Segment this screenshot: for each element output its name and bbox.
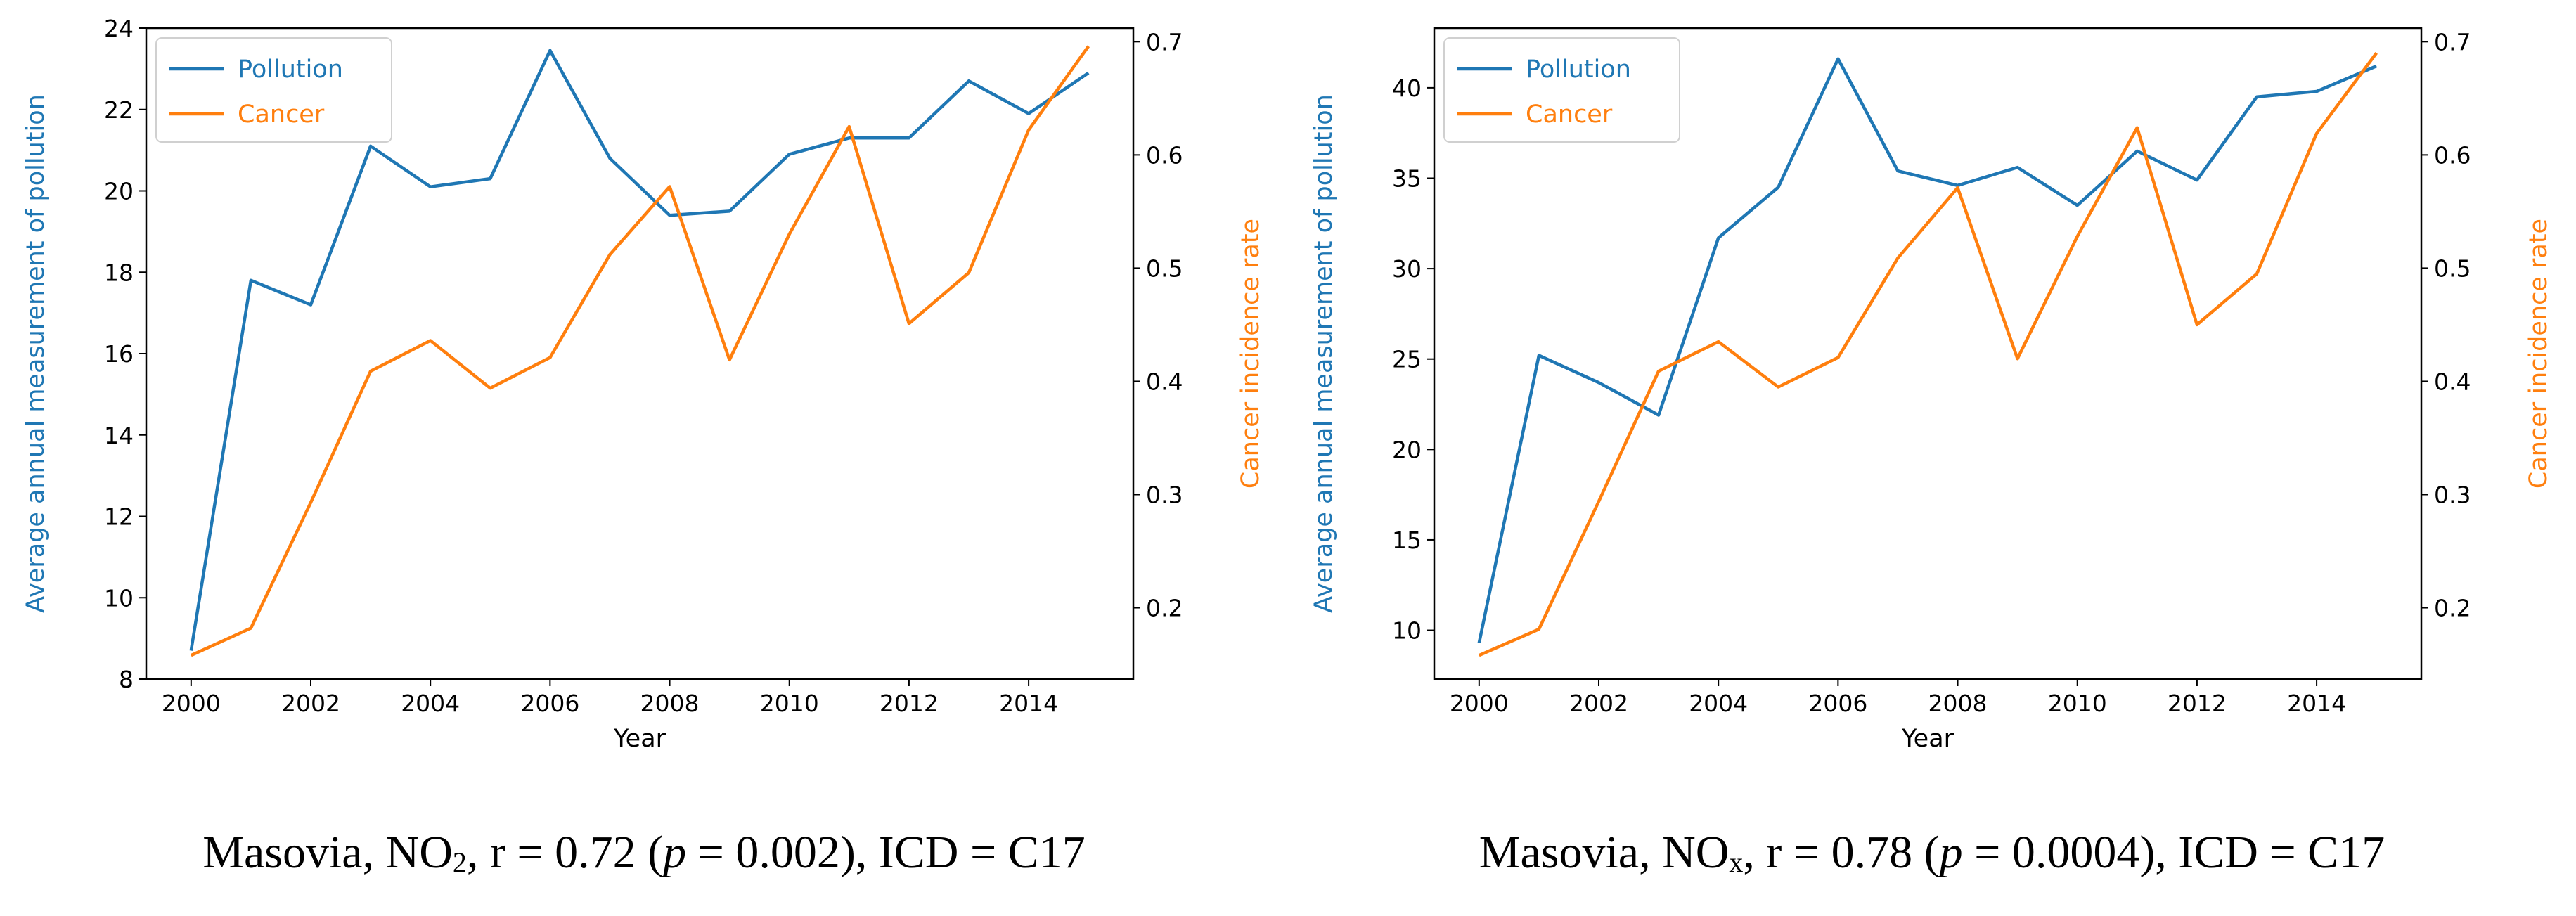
y-left-tick-label: 18 — [104, 259, 134, 286]
legend-label-pollution: Pollution — [1526, 56, 1631, 84]
caption-subscript: 2 — [452, 846, 467, 878]
x-tick-label: 2014 — [2287, 690, 2346, 717]
y-left-axis-label: Average annual measurement of pollution — [22, 94, 50, 613]
caption-correlation: , r = 0.72 ( — [466, 827, 664, 878]
y-right-tick-label: 0.3 — [1146, 481, 1183, 508]
x-tick-label: 2004 — [401, 690, 460, 717]
y-left-tick-label: 20 — [1392, 436, 1422, 463]
x-tick-label: 2008 — [1928, 690, 1988, 717]
y-left-tick-label: 16 — [104, 340, 134, 368]
y-left-tick-label: 24 — [104, 15, 134, 42]
y-right-tick-label: 0.2 — [1146, 595, 1183, 622]
x-tick-label: 2010 — [760, 690, 819, 717]
chart-panel-nox: 2000 2002 2004 2006 2008 2010 2012 2014 Year 10 15… — [1288, 0, 2576, 916]
legend-box — [1443, 37, 1680, 143]
y-left-tick-label: 14 — [104, 422, 134, 449]
legend-label-cancer: Cancer — [238, 101, 325, 129]
y-right-tick-label: 0.5 — [1146, 254, 1183, 282]
plot-frame — [1433, 27, 2423, 680]
y-left-tick-label: 40 — [1392, 75, 1422, 102]
caption-correlation: , r = 0.78 ( — [1743, 827, 1940, 878]
y-right-tick-label: 0.5 — [2434, 254, 2471, 282]
y-right-tick-label: 0.6 — [2434, 141, 2471, 169]
x-tick-label: 2000 — [162, 690, 221, 717]
x-tick-label: 2002 — [281, 690, 340, 717]
y-left-tick-label: 15 — [1392, 527, 1422, 554]
x-tick-label: 2008 — [640, 690, 700, 717]
chart-panel-no2: 2000 2002 2004 2006 2008 2010 2012 2014 Year 8 10 1… — [0, 15, 1288, 879]
y-right-tick-label: 0.7 — [1146, 28, 1183, 56]
series-line-cancer — [190, 45, 1090, 657]
caption-no2: Masovia, NO2, r = 0.72 (p = 0.002), ICD … — [0, 826, 1288, 879]
caption-subscript: x — [1729, 846, 1744, 878]
x-tick-label: 2010 — [2048, 690, 2107, 717]
y-left-tick-label: 25 — [1392, 346, 1422, 373]
caption-nox: Masovia, NOx, r = 0.78 (p = 0.0004), ICD… — [1288, 826, 2576, 879]
caption-region: Masovia, NO — [202, 827, 453, 878]
y-right-tick-label: 0.4 — [2434, 368, 2471, 395]
legend-label-pollution: Pollution — [238, 56, 343, 84]
y-right-tick-label: 0.7 — [2434, 28, 2471, 56]
legend-box — [155, 37, 392, 143]
caption-p-symbol: p — [1939, 827, 1963, 878]
chart-svg-nox: 2000 2002 2004 2006 2008 2010 2012 2014 Year 10 15… — [1310, 27, 2553, 753]
x-tick-label: 2014 — [999, 690, 1058, 717]
series-line-pollution — [189, 49, 1090, 651]
y-right-tick-label: 0.4 — [1146, 368, 1183, 395]
y-left-tick-label: 35 — [1392, 165, 1422, 192]
caption-rest: = 0.002), ICD = C17 — [686, 827, 1086, 878]
y-left-axis-label: Average annual measurement of pollution — [1310, 94, 1338, 613]
series-line-cancer — [1478, 52, 2378, 657]
x-tick-label: 2002 — [1569, 690, 1628, 717]
x-tick-label: 2012 — [880, 690, 939, 717]
y-right-tick-label: 0.3 — [2434, 481, 2471, 508]
y-left-tick-label: 8 — [119, 666, 134, 693]
y-right-tick-label: 0.2 — [2434, 595, 2471, 622]
y-right-tick-label: 0.6 — [1146, 141, 1183, 169]
legend: Pollution Cancer — [1443, 37, 1680, 143]
y-right-axis-label: Cancer incidence rate — [2525, 219, 2553, 489]
y-left-tick-label: 30 — [1392, 255, 1422, 283]
x-axis-label: Year — [1901, 725, 1954, 753]
y-left-tick-label: 12 — [104, 503, 134, 531]
legend: Pollution Cancer — [155, 37, 392, 143]
caption-rest: = 0.0004), ICD = C17 — [1962, 827, 2385, 878]
y-left-tick-label: 22 — [104, 96, 134, 124]
x-axis-label: Year — [613, 725, 666, 753]
x-tick-label: 2012 — [2168, 690, 2227, 717]
chart-svg-no2: 2000 2002 2004 2006 2008 2010 2012 2014Year8101… — [22, 15, 1265, 753]
x-tick-label: 2000 — [1450, 690, 1509, 717]
legend-label-cancer: Cancer — [1526, 101, 1613, 129]
x-tick-label: 2006 — [520, 690, 579, 717]
x-tick-label: 2004 — [1689, 690, 1748, 717]
caption-region: Masovia, NO — [1479, 827, 1730, 878]
y-left-tick-label: 10 — [1392, 617, 1422, 645]
y-left-tick-label: 10 — [104, 584, 134, 612]
y-left-tick-label: 20 — [104, 178, 134, 205]
x-tick-label: 2006 — [1808, 690, 1867, 717]
caption-p-symbol: p — [663, 827, 687, 878]
y-right-axis-label: Cancer incidence rate — [1237, 219, 1265, 489]
series-line-pollution — [1477, 57, 2378, 644]
